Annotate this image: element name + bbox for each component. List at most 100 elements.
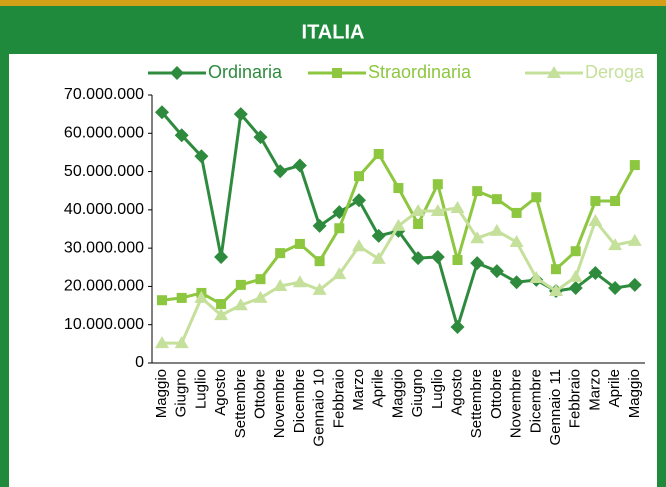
marker [273, 164, 288, 179]
chart-title: ITALIA [302, 21, 365, 43]
marker [430, 249, 445, 264]
top-bar [0, 0, 666, 6]
marker [334, 223, 345, 234]
marker [590, 196, 601, 207]
marker [393, 183, 404, 194]
marker [470, 256, 485, 271]
x-tick-label: Luglio [429, 369, 446, 409]
x-tick-label: Maggio [153, 369, 170, 418]
marker [529, 271, 544, 284]
marker [568, 280, 583, 295]
marker [472, 186, 483, 197]
marker [450, 200, 465, 213]
y-tick-label: 10.000.000 [64, 316, 144, 333]
x-tick-label: Aprile [606, 369, 623, 407]
marker [547, 66, 561, 78]
marker [509, 275, 524, 290]
x-tick-label: Marzo [586, 369, 603, 411]
y-tick-label: 20.000.000 [64, 278, 144, 295]
marker [174, 128, 189, 143]
marker [511, 207, 522, 218]
marker [253, 130, 268, 145]
marker [610, 196, 621, 207]
marker [157, 295, 167, 306]
x-tick-label: Febbraio [330, 369, 347, 428]
marker [155, 105, 169, 120]
marker [174, 336, 189, 349]
marker [413, 219, 424, 230]
marker [194, 149, 209, 164]
x-tick-label: Giugno [409, 369, 426, 417]
marker [588, 213, 603, 226]
marker [432, 179, 443, 190]
plot-panel [9, 54, 657, 487]
marker [170, 66, 184, 80]
x-tick-label: Febbraio [567, 369, 584, 428]
marker [371, 251, 386, 264]
marker [214, 249, 229, 264]
marker [509, 235, 524, 248]
marker [570, 246, 581, 257]
marker [373, 148, 384, 159]
x-tick-label: Settembre [468, 369, 485, 438]
marker [176, 292, 187, 303]
marker [551, 264, 561, 275]
marker [391, 218, 406, 231]
x-tick-label: Gennaio 10 [311, 369, 328, 447]
y-tick-label: 70.000.000 [64, 86, 144, 103]
marker [273, 279, 288, 292]
marker [489, 223, 504, 236]
marker [452, 255, 463, 266]
x-tick-label: Maggio [389, 369, 406, 418]
legend-label: Deroga [585, 62, 645, 82]
marker [549, 284, 563, 297]
marker [275, 248, 286, 259]
x-tick-label: Novembre [508, 369, 525, 438]
y-tick-label: 50.000.000 [64, 163, 144, 180]
y-tick-label: 30.000.000 [64, 239, 144, 256]
y-tick-label: 0 [135, 354, 144, 371]
marker [491, 194, 502, 205]
marker [450, 320, 465, 335]
marker [292, 275, 307, 288]
marker [312, 282, 327, 295]
marker [608, 238, 623, 251]
x-tick-label: Luglio [192, 369, 209, 409]
marker [371, 228, 386, 243]
x-tick-label: Ottobre [251, 369, 268, 419]
x-tick-label: Novembre [271, 369, 288, 438]
marker [253, 290, 268, 303]
marker [430, 204, 445, 217]
x-tick-label: Aprile [370, 369, 387, 407]
x-tick-label: Dicembre [527, 369, 544, 433]
marker [332, 68, 342, 78]
marker [214, 308, 229, 321]
x-tick-label: Agosto [448, 369, 465, 416]
marker [411, 204, 426, 217]
marker [411, 251, 426, 266]
x-tick-label: Settembre [232, 369, 249, 438]
marker [314, 256, 325, 267]
x-tick-label: Giugno [173, 369, 190, 417]
marker [292, 158, 307, 173]
marker [470, 231, 485, 244]
marker [312, 218, 327, 233]
x-tick-label: Maggio [626, 369, 643, 418]
marker [568, 269, 583, 282]
marker [255, 274, 266, 285]
legend-label: Straordinaria [368, 62, 472, 82]
marker [354, 171, 364, 182]
x-tick-label: Dicembre [291, 369, 308, 433]
marker [233, 298, 248, 311]
x-tick-label: Agosto [212, 369, 229, 416]
x-tick-label: Marzo [350, 369, 367, 411]
y-tick-label: 60.000.000 [64, 125, 144, 142]
marker [352, 239, 366, 252]
marker [155, 336, 169, 349]
marker [332, 267, 347, 280]
marker [629, 160, 640, 171]
x-tick-label: Gennaio 11 [547, 369, 564, 445]
marker [235, 279, 246, 290]
marker [352, 193, 366, 208]
